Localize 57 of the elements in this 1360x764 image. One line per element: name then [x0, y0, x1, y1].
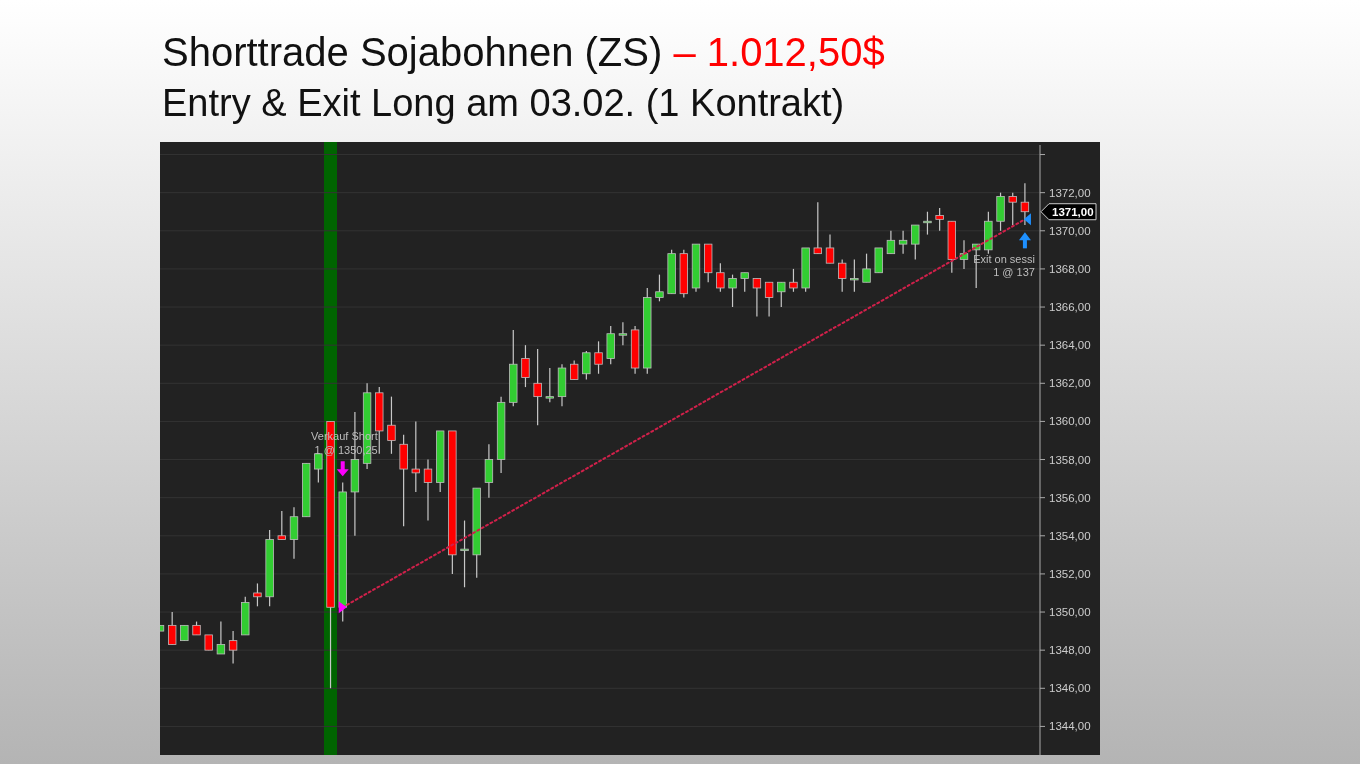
candlestick	[886, 230, 896, 255]
candlestick	[825, 233, 835, 264]
candlestick	[387, 396, 396, 455]
y-tick-label: 1346,00	[1049, 682, 1091, 695]
candlestick	[862, 253, 871, 283]
candlestick	[923, 211, 932, 236]
y-tick-label: 1358,00	[1049, 453, 1091, 466]
candlestick	[898, 230, 908, 255]
candlestick	[411, 420, 420, 493]
candlestick	[228, 630, 238, 665]
candlestick	[484, 443, 494, 499]
candlestick	[618, 321, 628, 346]
y-tick-label: 1362,00	[1049, 377, 1091, 390]
candlestick	[545, 367, 554, 403]
candlestick	[533, 348, 542, 426]
candlestick	[253, 582, 262, 607]
y-tick-label: 1356,00	[1049, 491, 1091, 504]
candlestick	[570, 359, 579, 381]
candlestick	[289, 506, 299, 560]
y-tick-label: 1372,00	[1049, 186, 1091, 199]
candlestick	[838, 258, 847, 293]
candlestick	[935, 207, 944, 232]
y-tick-label: 1354,00	[1049, 529, 1091, 542]
y-tick-label: 1344,00	[1049, 720, 1091, 733]
y-tick-label: 1366,00	[1049, 301, 1091, 314]
y-tick-label: 1370,00	[1049, 224, 1091, 237]
candlestick	[728, 274, 737, 308]
y-tick-label: 1350,00	[1049, 606, 1091, 619]
candlestick	[314, 453, 323, 484]
candlestick	[582, 350, 591, 381]
candlestick	[911, 224, 920, 260]
candlestick	[521, 344, 530, 388]
chart-subtitle: Entry & Exit Long am 03.02. (1 Kontrakt)	[162, 82, 845, 124]
candlestick	[789, 268, 798, 293]
candlestick	[1008, 192, 1017, 226]
chart-title: Shorttrade Sojabohnen (ZS) – 1.012,50$	[162, 30, 885, 74]
candlestick	[594, 340, 603, 375]
candlestick	[655, 274, 664, 302]
candlestick	[216, 620, 226, 655]
candlestick	[777, 281, 786, 308]
candlestick	[740, 272, 749, 293]
y-tick-label: 1368,00	[1049, 262, 1091, 275]
candlestick	[460, 519, 469, 588]
candlestick	[764, 281, 774, 318]
y-tick-label: 1348,00	[1049, 644, 1091, 657]
y-tick-label: 1360,00	[1049, 415, 1091, 428]
candlestick	[277, 510, 286, 541]
y-tick-label: 1352,00	[1049, 567, 1091, 580]
candlestick	[850, 258, 859, 293]
candlestick	[716, 262, 725, 293]
annotation: 1 @ 137	[993, 266, 1035, 279]
candlestick	[813, 201, 822, 255]
candlestick	[752, 277, 762, 318]
y-tick-label: 1364,00	[1049, 339, 1091, 352]
candlestick	[423, 458, 433, 522]
candlestick	[168, 611, 177, 646]
text: 1371,00	[1052, 205, 1094, 218]
